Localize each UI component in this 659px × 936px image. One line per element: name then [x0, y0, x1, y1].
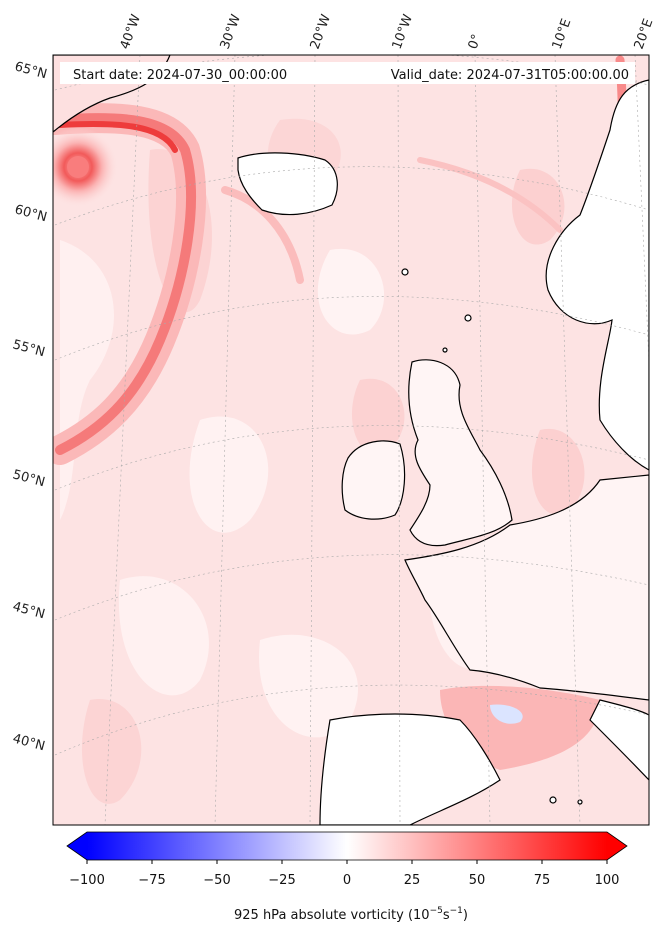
- colorbar-tick-label: 100: [595, 873, 620, 888]
- lon-label-10w: 10°W: [390, 12, 416, 51]
- colorbar-tick-label: −50: [203, 873, 230, 888]
- colorbar-max-extend: [607, 832, 627, 860]
- lat-label-60n: 60°N: [13, 202, 49, 225]
- latitude-labels: 65°N 60°N 55°N 50°N 45°N 40°N: [11, 59, 49, 754]
- great-britain-outline: [408, 359, 513, 547]
- longitude-labels: 40°W 30°W 20°W 10°W 0° 10°E 20°E: [118, 12, 657, 51]
- lat-label-40n: 40°N: [11, 731, 47, 754]
- iceland-outline: [237, 152, 338, 216]
- colorbar-tick-label: 25: [404, 873, 421, 888]
- france-outline: [404, 474, 649, 701]
- lon-label-20w: 20°W: [308, 12, 334, 51]
- iberia-outline: [319, 713, 501, 825]
- land-areas: [53, 55, 649, 825]
- lat-label-65n: 65°N: [13, 59, 49, 82]
- colorbar-tick-label: −100: [69, 873, 105, 888]
- lat-label-55n: 55°N: [11, 337, 47, 360]
- map-frame: [52, 54, 650, 826]
- colorbar-ticks: −100 −75 −50 −25 0 25 50 75 100: [69, 860, 619, 888]
- colorbar-gradient: [87, 832, 607, 860]
- colorbar-min-extend: [67, 832, 87, 860]
- lon-label-40w: 40°W: [118, 12, 144, 51]
- map-panel: [53, 55, 649, 825]
- lat-label-45n: 45°N: [11, 599, 47, 622]
- lat-label-50n: 50°N: [11, 467, 47, 490]
- colorbar-tick-label: −25: [268, 873, 295, 888]
- lon-label-30w: 30°W: [218, 12, 244, 51]
- scandinavia-outline: [545, 79, 649, 471]
- colorbar-label: 925 hPa absolute vorticity (10−5s−1): [234, 906, 468, 923]
- header-band: [60, 62, 635, 84]
- colorbar-tick-label: 0: [343, 873, 351, 888]
- ireland-outline: [341, 440, 406, 520]
- colorbar-tick-label: 75: [534, 873, 551, 888]
- lon-label-10e: 10°E: [550, 17, 575, 52]
- lon-label-20e: 20°E: [632, 17, 657, 52]
- start-date-label: Start date: 2024-07-30_00:00:00: [73, 68, 287, 83]
- colorbar-tick-label: 50: [469, 873, 486, 888]
- lon-label-0: 0°: [466, 32, 485, 51]
- colorbar-tick-label: −75: [138, 873, 165, 888]
- colorbar: −100 −75 −50 −25 0 25 50 75 100 925 hPa absolute…: [66, 831, 628, 923]
- graticule: [54, 55, 649, 825]
- valid-date-label: Valid_date: 2024-07-31T05:00:00.00: [391, 68, 629, 83]
